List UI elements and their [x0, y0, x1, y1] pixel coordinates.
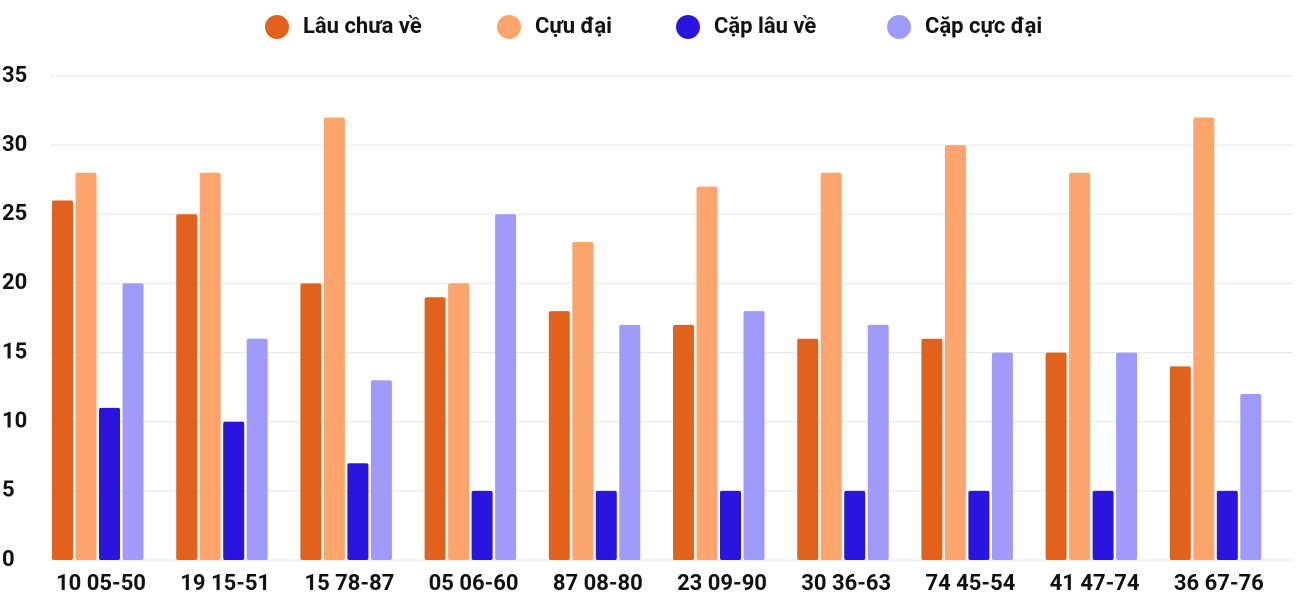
bar [246, 338, 268, 560]
bar [424, 297, 446, 560]
bar [844, 490, 866, 560]
bar [968, 490, 990, 560]
bar [495, 214, 517, 561]
bar [370, 380, 392, 560]
y-tick-label: 30 [2, 132, 27, 157]
bar [1092, 490, 1114, 560]
x-tick-label: 15 78-87 [304, 571, 394, 596]
bar [1169, 366, 1191, 560]
x-tick-label: 74 45-54 [925, 571, 1015, 596]
bar [673, 324, 694, 560]
bar [1116, 352, 1138, 560]
legend-marker [497, 15, 521, 39]
legend-marker [676, 15, 700, 39]
bar [797, 338, 819, 560]
bar [595, 490, 617, 560]
bar [921, 338, 943, 560]
y-tick-label: 15 [2, 339, 27, 364]
x-tick-label: 30 36-63 [801, 571, 891, 596]
y-tick-label: 25 [2, 201, 27, 226]
bar [820, 172, 842, 561]
legend-label: Cựu đại [535, 14, 612, 39]
y-tick-label: 0 [2, 547, 15, 572]
bar [223, 421, 245, 560]
x-tick-label: 36 67-76 [1174, 571, 1264, 596]
legend-marker [887, 15, 911, 39]
x-tick-label: 19 15-51 [180, 571, 270, 596]
y-tick-label: 35 [2, 63, 27, 88]
bar [743, 311, 765, 560]
legend-marker [265, 15, 289, 39]
legend-label: Cặp cực đại [925, 14, 1042, 39]
x-tick-label: 10 05-50 [56, 571, 146, 596]
bar [99, 407, 120, 560]
bar [867, 324, 889, 560]
legend-label: Cặp lâu về [714, 14, 816, 39]
bar [1240, 394, 1262, 560]
x-tick-label: 41 47-74 [1050, 571, 1140, 596]
bar [52, 200, 73, 560]
bar [619, 324, 641, 560]
bar [448, 283, 470, 560]
bar [176, 214, 198, 561]
y-tick-label: 5 [2, 478, 15, 503]
bar [696, 186, 718, 560]
bar [199, 172, 221, 561]
bar [1193, 117, 1215, 560]
bar [471, 490, 493, 560]
bar [720, 490, 741, 560]
bar [991, 352, 1013, 560]
bar [1069, 172, 1091, 561]
bar [323, 117, 345, 560]
x-tick-label: 05 06-60 [429, 571, 519, 596]
legend-label: Lâu chưa về [303, 14, 422, 39]
x-tick-label: 23 09-90 [677, 571, 767, 596]
bar [548, 311, 570, 560]
bar [122, 283, 144, 560]
bar [1216, 490, 1238, 560]
bar [75, 172, 97, 561]
bar [572, 241, 594, 560]
bar [1045, 352, 1067, 560]
bar [347, 463, 369, 560]
x-tick-label: 87 08-80 [553, 571, 643, 596]
bar [300, 283, 322, 560]
bar [944, 145, 966, 560]
y-tick-label: 10 [2, 409, 27, 434]
y-tick-label: 20 [2, 270, 27, 295]
